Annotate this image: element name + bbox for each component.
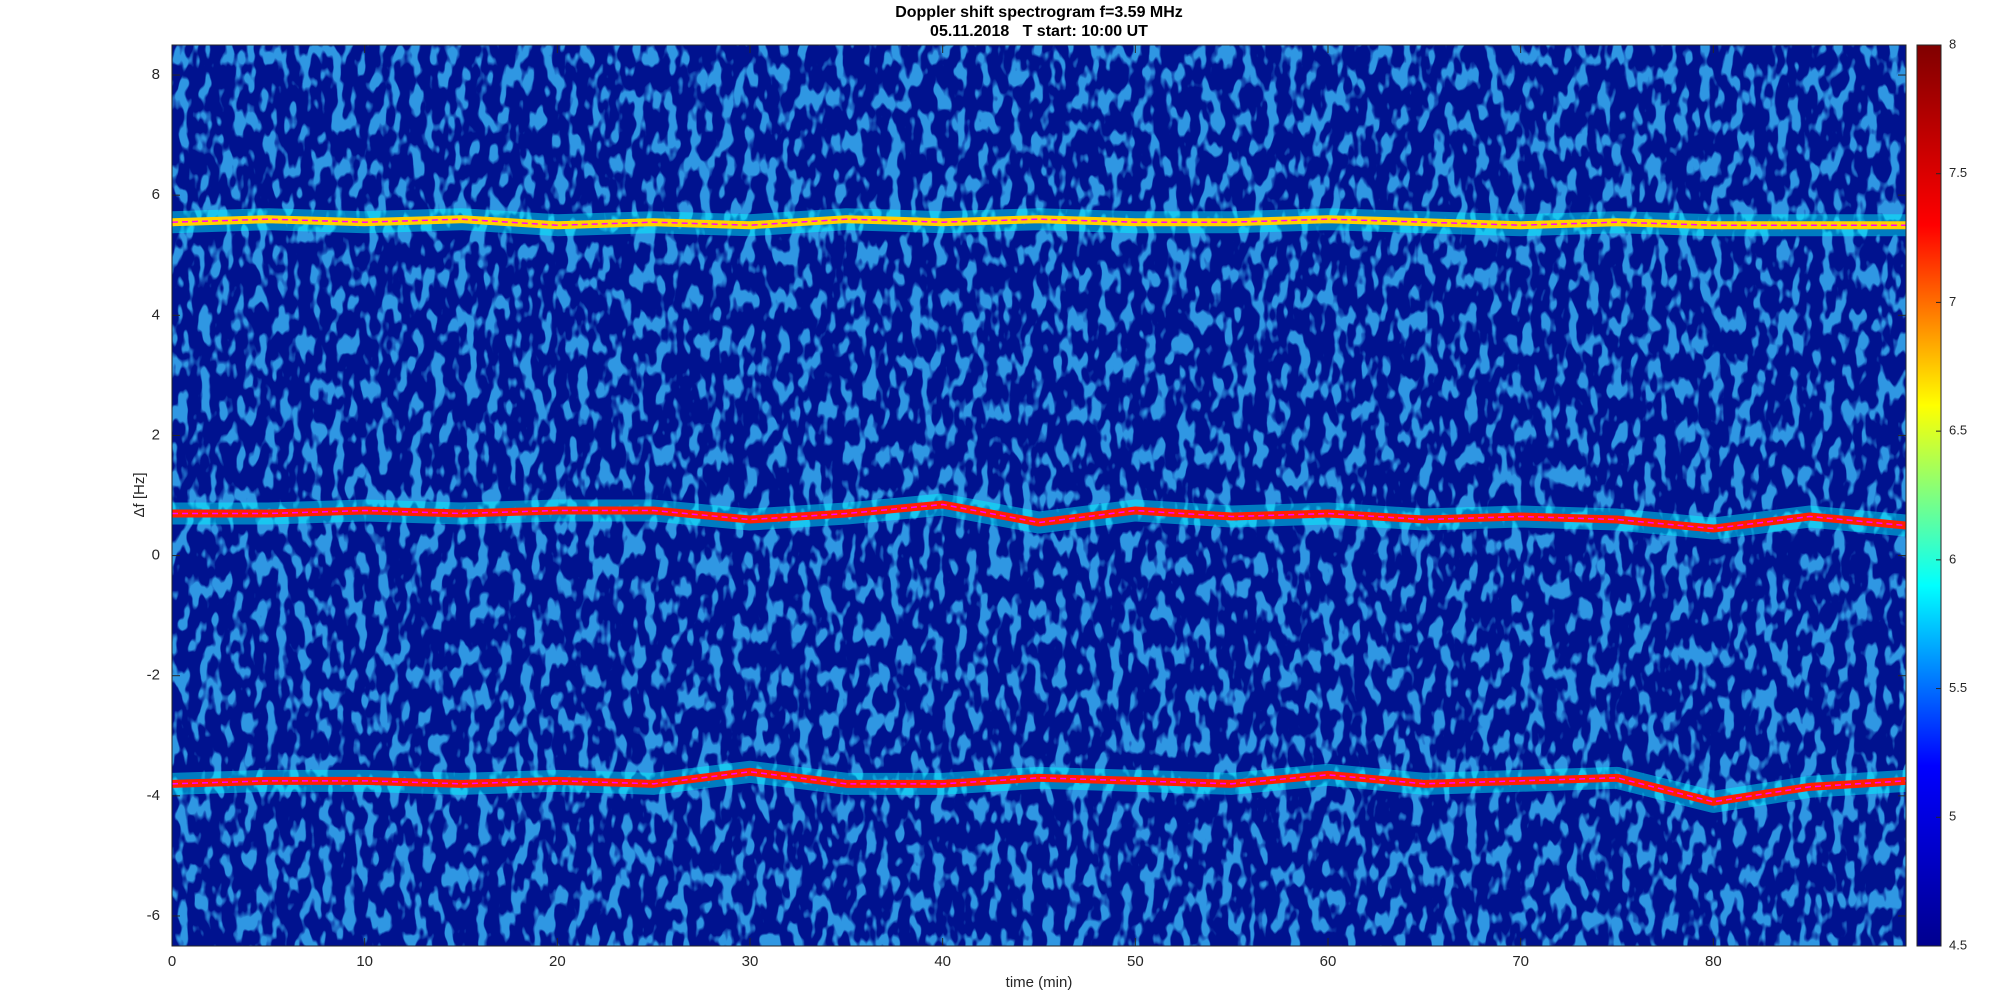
x-axis-label: time (min)	[1006, 974, 1073, 991]
x-tick-label: 20	[549, 953, 566, 970]
y-tick-label: 2	[152, 426, 160, 443]
plot-frame	[171, 44, 1907, 947]
x-tick-label: 10	[356, 953, 373, 970]
colorbar-tick-label: 6	[1949, 551, 1956, 566]
x-tick-label: 30	[742, 953, 759, 970]
band	[172, 500, 1906, 533]
x-tick-label: 60	[1320, 953, 1337, 970]
noise-texture	[172, 45, 1906, 946]
chart-subtitle: 05.11.2018 T start: 10:00 UT	[930, 23, 1148, 40]
x-tick-label: 80	[1705, 953, 1722, 970]
colorbar-frame	[1916, 44, 1942, 947]
colorbar-tick-label: 6.5	[1949, 423, 1967, 438]
colorbar-tick-label: 5.5	[1949, 680, 1967, 695]
y-tick-label: 6	[152, 186, 160, 203]
y-tick-label: -2	[147, 667, 160, 684]
y-tick-label: 4	[152, 306, 160, 323]
colorbar	[1917, 45, 1941, 946]
colorbar-tick-label: 8	[1949, 36, 1956, 51]
x-tick-label: 50	[1127, 953, 1144, 970]
y-tick-label: 0	[152, 547, 160, 564]
y-axis-label: Δf [Hz]	[131, 472, 148, 517]
chart-title: Doppler shift spectrogram f=3.59 MHz	[895, 4, 1183, 21]
y-tick-label: -6	[147, 907, 160, 924]
band	[172, 767, 1906, 806]
x-tick-label: 0	[168, 953, 176, 970]
colorbar-tick-label: 7	[1949, 294, 1956, 309]
y-tick-label: 8	[152, 66, 160, 83]
traces	[172, 208, 1906, 813]
x-tick-label: 70	[1512, 953, 1529, 970]
colorbar-tick-label: 4.5	[1949, 937, 1967, 952]
x-tick-label: 40	[934, 953, 951, 970]
y-tick-label: -4	[147, 787, 160, 804]
colorbar-tick-label: 5	[1949, 809, 1956, 824]
trace	[172, 218, 1906, 226]
colorbar-tick-label: 7.5	[1949, 165, 1967, 180]
